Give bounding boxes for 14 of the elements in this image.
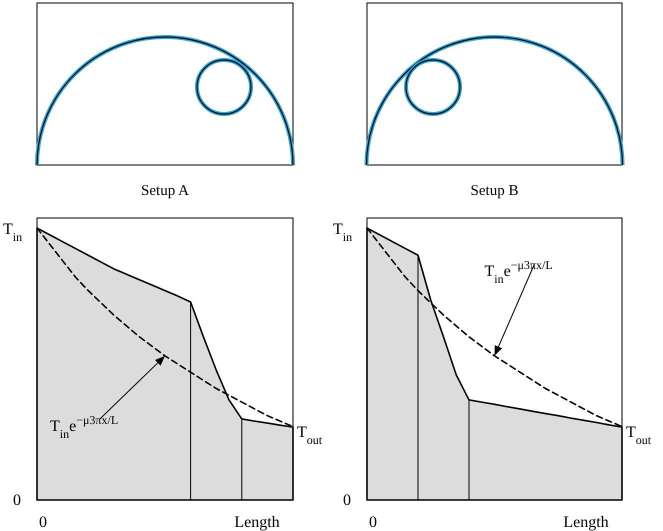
text: T$_{in}$ <box>333 221 352 244</box>
text: 0 <box>39 514 47 531</box>
text: Length <box>234 514 280 531</box>
text: 0 <box>369 514 377 531</box>
chart-title: Setup A <box>141 183 190 199</box>
text: T$_{out}$ <box>626 424 652 448</box>
annotation: T$_{in}$e$^{−μ3πx/L}$ <box>484 258 553 286</box>
text: Length <box>563 514 609 531</box>
text: 0 <box>343 492 351 509</box>
text: 0 <box>13 492 21 509</box>
text: T$_{out}$ <box>297 424 323 448</box>
chart-title: Setup B <box>470 183 518 199</box>
annotation: T$_{in}$e$^{−μ3πx/L}$ <box>50 412 118 441</box>
text: T$_{in}$ <box>3 221 22 244</box>
